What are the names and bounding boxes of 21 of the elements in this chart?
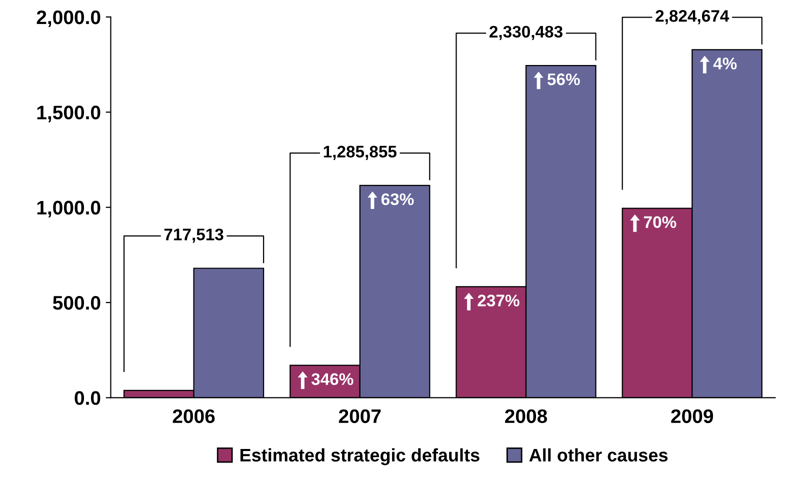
annotation: 237% <box>478 294 520 306</box>
x-tick-label: 2008 <box>505 409 548 424</box>
annotation: 56% <box>547 73 580 86</box>
annotation: 2,824,674 <box>656 10 730 24</box>
x-tick-label: 2007 <box>338 409 381 424</box>
legend-label: All other causes <box>529 448 668 462</box>
annotation: 1,285,855 <box>324 146 397 160</box>
y-tick-label: 1,500.0 <box>37 106 100 122</box>
annotation: 63% <box>381 193 414 206</box>
annotation: 346% <box>311 373 354 386</box>
annotation: 70% <box>644 216 676 228</box>
annotation: 2,330,483 <box>490 26 562 40</box>
y-tick-label: 1,000.0 <box>37 200 100 218</box>
annotation: 4% <box>713 58 737 70</box>
y-tick-label: 0.0 <box>74 391 100 405</box>
legend-label: Estimated strategic defaults <box>240 448 480 466</box>
y-tick-label: 500.0 <box>52 296 100 310</box>
annotation: 717,513 <box>164 228 224 243</box>
y-tick-label: 2,000.0 <box>36 10 100 28</box>
x-tick-label: 2009 <box>671 409 714 424</box>
x-tick-label: 2006 <box>172 409 215 424</box>
